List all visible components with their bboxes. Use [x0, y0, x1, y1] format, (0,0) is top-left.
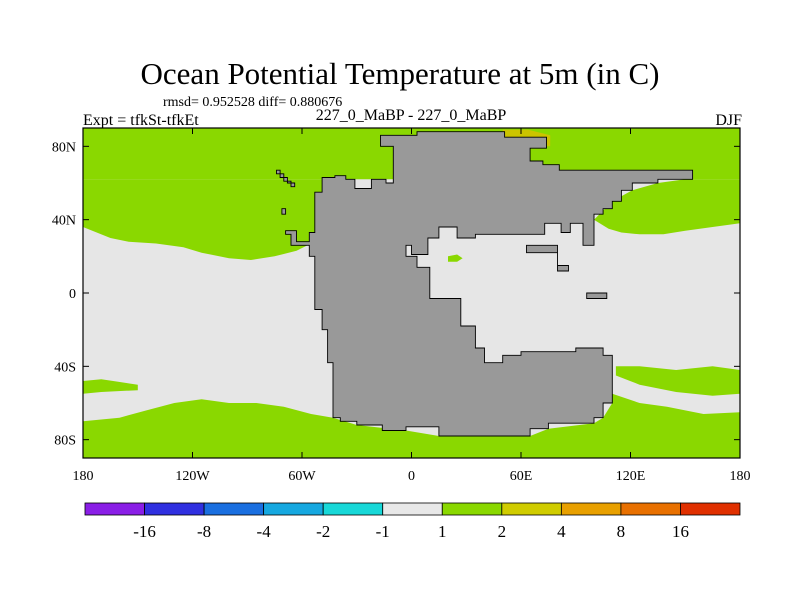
colorbar-level-label: -4: [257, 522, 272, 541]
colorbar-swatch: [263, 502, 324, 516]
y-tick-label: 80N: [52, 140, 76, 155]
colorbar-level-label: -2: [316, 522, 330, 541]
colorbar: -16 -8 -4 -2 -1 1 2 4 8 16: [84, 502, 741, 541]
y-tick-label: 40S: [54, 360, 76, 375]
land-island-north: [276, 169, 296, 188]
ocean-small-patch: [448, 254, 463, 262]
colorbar-level-label: 16: [672, 522, 689, 541]
chart-title: Ocean Potential Temperature at 5m (in C): [140, 56, 660, 91]
ocean-south-band: [83, 393, 740, 458]
colorbar-swatch: [144, 502, 205, 516]
experiment-label: Expt = tfkSt-tfkEt: [83, 112, 199, 129]
ocean-northeast-band: [594, 179, 740, 235]
colorbar-swatch: [560, 502, 622, 516]
x-tick-label: 120E: [616, 469, 646, 484]
colorbar-level-label: 1: [438, 522, 447, 541]
colorbar-swatch: [501, 502, 562, 516]
y-tick-label: 0: [69, 287, 76, 302]
ocean-southwest-strip: [83, 379, 138, 394]
y-tick-label: 40N: [52, 214, 76, 229]
colorbar-level-label: -16: [133, 522, 156, 541]
colorbar-level-label: 8: [617, 522, 626, 541]
field-layer: [83, 128, 740, 458]
colorbar-swatch: [680, 502, 741, 516]
colorbar-level-label: 2: [498, 522, 507, 541]
x-tick-label: 180: [730, 469, 751, 484]
x-tick-label: 60E: [510, 469, 533, 484]
x-tick-label: 120W: [175, 469, 210, 484]
colorbar-swatch: [620, 502, 681, 516]
colorbar-swatch: [84, 502, 145, 516]
colorbar-swatch: [382, 502, 443, 516]
land-island-west: [281, 208, 287, 215]
colorbar-swatch: [441, 502, 503, 516]
season-label: DJF: [715, 112, 742, 129]
axis-ticks: 180 120W 60W 0 60E 120E 180 80N 40N 0 40S 80S: [52, 128, 751, 484]
x-tick-label: 60W: [288, 469, 316, 484]
colorbar-level-label: -1: [376, 522, 390, 541]
colorbar-level-label: 4: [557, 522, 566, 541]
colorbar-swatch: [322, 502, 384, 516]
land-supercontinent: [285, 131, 694, 437]
period-label: 227_0_MaBP - 227_0_MaBP: [315, 107, 507, 124]
ocean-southeast-strip: [615, 366, 740, 396]
colorbar-level-label: -8: [197, 522, 211, 541]
land-island-east: [586, 292, 608, 299]
colorbar-swatch: [203, 502, 265, 516]
x-tick-label: 0: [408, 469, 415, 484]
land-inland-ridge: [526, 244, 569, 272]
x-tick-label: 180: [73, 469, 94, 484]
stats-label: rmsd= 0.952528 diff= 0.880676: [163, 95, 343, 110]
y-tick-label: 80S: [54, 434, 76, 449]
ocean-north-pacific-band: [83, 179, 323, 260]
